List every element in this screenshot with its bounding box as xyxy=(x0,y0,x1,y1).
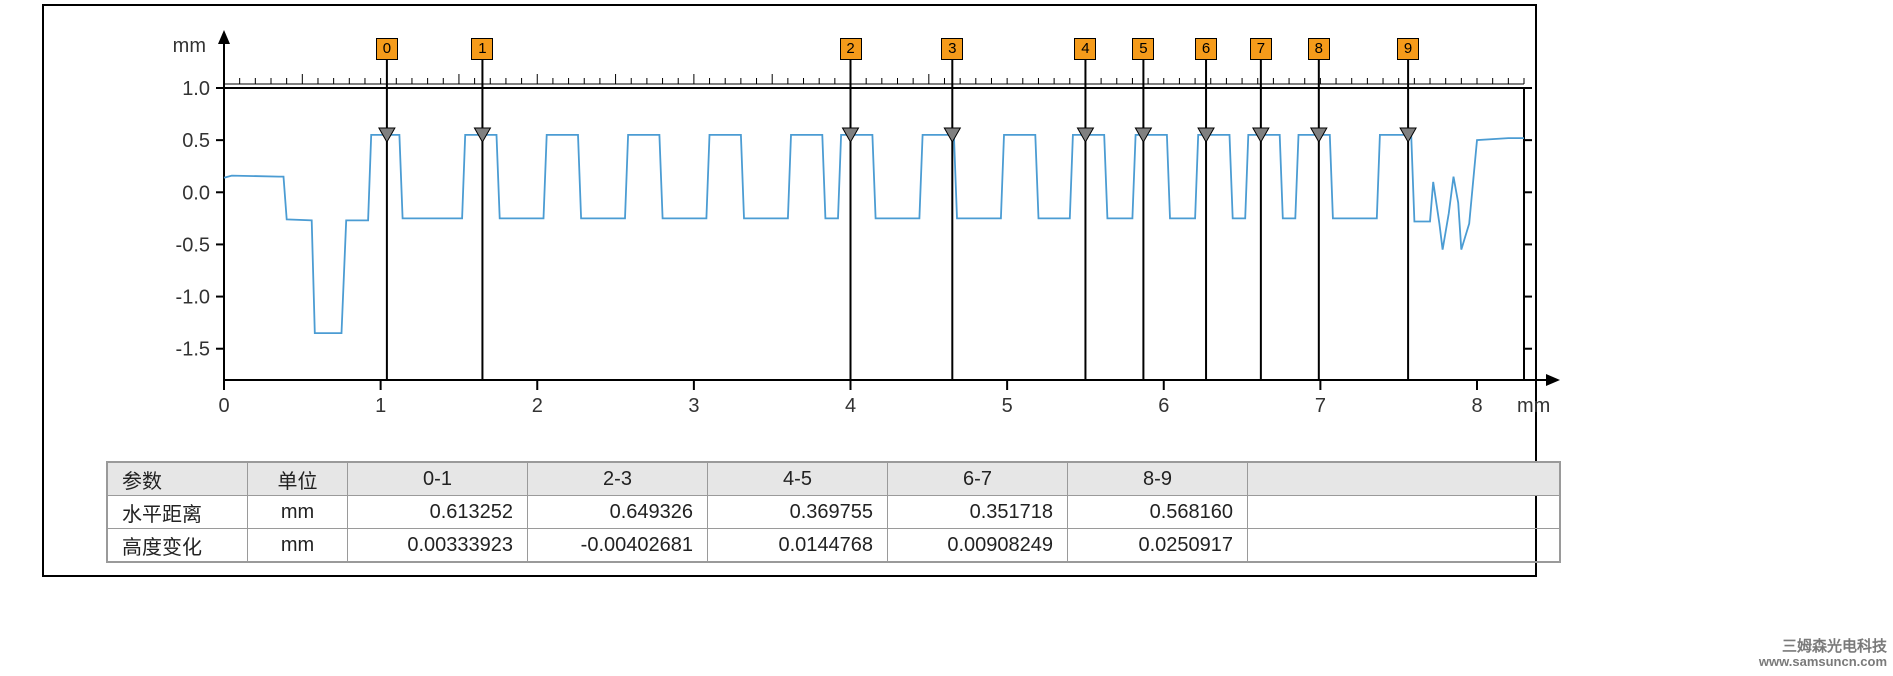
cell-value: 0.369755 xyxy=(708,496,888,529)
table-header-row: 参数 单位 0-1 2-3 4-5 6-7 8-9 xyxy=(108,463,1560,496)
marker-label[interactable]: 9 xyxy=(1397,38,1419,60)
svg-text:1.0: 1.0 xyxy=(182,78,210,100)
cell-value: 0.0144768 xyxy=(708,529,888,562)
col-header-param: 参数 xyxy=(108,463,248,496)
marker-label[interactable]: 3 xyxy=(941,38,963,60)
cell-value: 0.613252 xyxy=(348,496,528,529)
cell-empty xyxy=(1248,496,1560,529)
cell-value: -0.00402681 xyxy=(528,529,708,562)
marker-label[interactable]: 0 xyxy=(376,38,398,60)
chart-svg: mm 1.0 0.5 0.0 -0.5 -1.0 -1.5 0 1 2 3 4 5 6 7 8 mm xyxy=(104,20,1564,440)
svg-text:0.0: 0.0 xyxy=(182,182,210,204)
cell-value: 0.00908249 xyxy=(888,529,1068,562)
cell-unit: mm xyxy=(248,496,348,529)
table-row: 高度变化 mm 0.00333923 -0.00402681 0.0144768… xyxy=(108,529,1560,562)
col-header-pair: 4-5 xyxy=(708,463,888,496)
svg-text:7: 7 xyxy=(1315,395,1326,417)
svg-text:mm: mm xyxy=(173,35,206,57)
cell-param: 高度变化 xyxy=(108,529,248,562)
watermark-line1: 三姆森光电科技 xyxy=(1759,638,1887,655)
svg-text:0: 0 xyxy=(218,395,229,417)
col-header-unit: 单位 xyxy=(248,463,348,496)
cell-unit: mm xyxy=(248,529,348,562)
cell-value: 0.568160 xyxy=(1068,496,1248,529)
marker-label[interactable]: 8 xyxy=(1308,38,1330,60)
cell-param: 水平距离 xyxy=(108,496,248,529)
svg-text:6: 6 xyxy=(1158,395,1169,417)
col-header-pair: 8-9 xyxy=(1068,463,1248,496)
marker-label[interactable]: 5 xyxy=(1132,38,1154,60)
measurement-table: 参数 单位 0-1 2-3 4-5 6-7 8-9 水平距离 mm 0.6132… xyxy=(106,461,1561,563)
panel-border: mm 1.0 0.5 0.0 -0.5 -1.0 -1.5 0 1 2 3 4 5 6 7 8 mm 0 1 2 3 4… xyxy=(42,4,1537,577)
col-header-empty xyxy=(1248,463,1560,496)
marker-label[interactable]: 4 xyxy=(1074,38,1096,60)
col-header-pair: 2-3 xyxy=(528,463,708,496)
svg-text:0.5: 0.5 xyxy=(182,130,210,152)
table-row: 水平距离 mm 0.613252 0.649326 0.369755 0.351… xyxy=(108,496,1560,529)
col-header-pair: 0-1 xyxy=(348,463,528,496)
svg-text:4: 4 xyxy=(845,395,856,417)
cell-value: 0.0250917 xyxy=(1068,529,1248,562)
marker-label[interactable]: 2 xyxy=(840,38,862,60)
svg-text:-1.5: -1.5 xyxy=(176,339,210,361)
svg-text:2: 2 xyxy=(532,395,543,417)
svg-text:-0.5: -0.5 xyxy=(176,234,210,256)
svg-text:-1.0: -1.0 xyxy=(176,287,210,309)
svg-text:1: 1 xyxy=(375,395,386,417)
watermark: 三姆森光电科技 www.samsuncn.com xyxy=(1759,638,1887,670)
cell-value: 0.00333923 xyxy=(348,529,528,562)
watermark-line2: www.samsuncn.com xyxy=(1759,655,1887,670)
svg-text:3: 3 xyxy=(688,395,699,417)
svg-text:mm: mm xyxy=(1517,395,1550,417)
marker-label[interactable]: 1 xyxy=(471,38,493,60)
col-header-pair: 6-7 xyxy=(888,463,1068,496)
marker-label[interactable]: 6 xyxy=(1195,38,1217,60)
cell-empty xyxy=(1248,529,1560,562)
profile-chart: mm 1.0 0.5 0.0 -0.5 -1.0 -1.5 0 1 2 3 4 5 6 7 8 mm 0 1 2 3 4… xyxy=(104,20,1564,440)
marker-label[interactable]: 7 xyxy=(1250,38,1272,60)
svg-text:8: 8 xyxy=(1471,395,1482,417)
svg-text:5: 5 xyxy=(1002,395,1013,417)
cell-value: 0.649326 xyxy=(528,496,708,529)
cell-value: 0.351718 xyxy=(888,496,1068,529)
